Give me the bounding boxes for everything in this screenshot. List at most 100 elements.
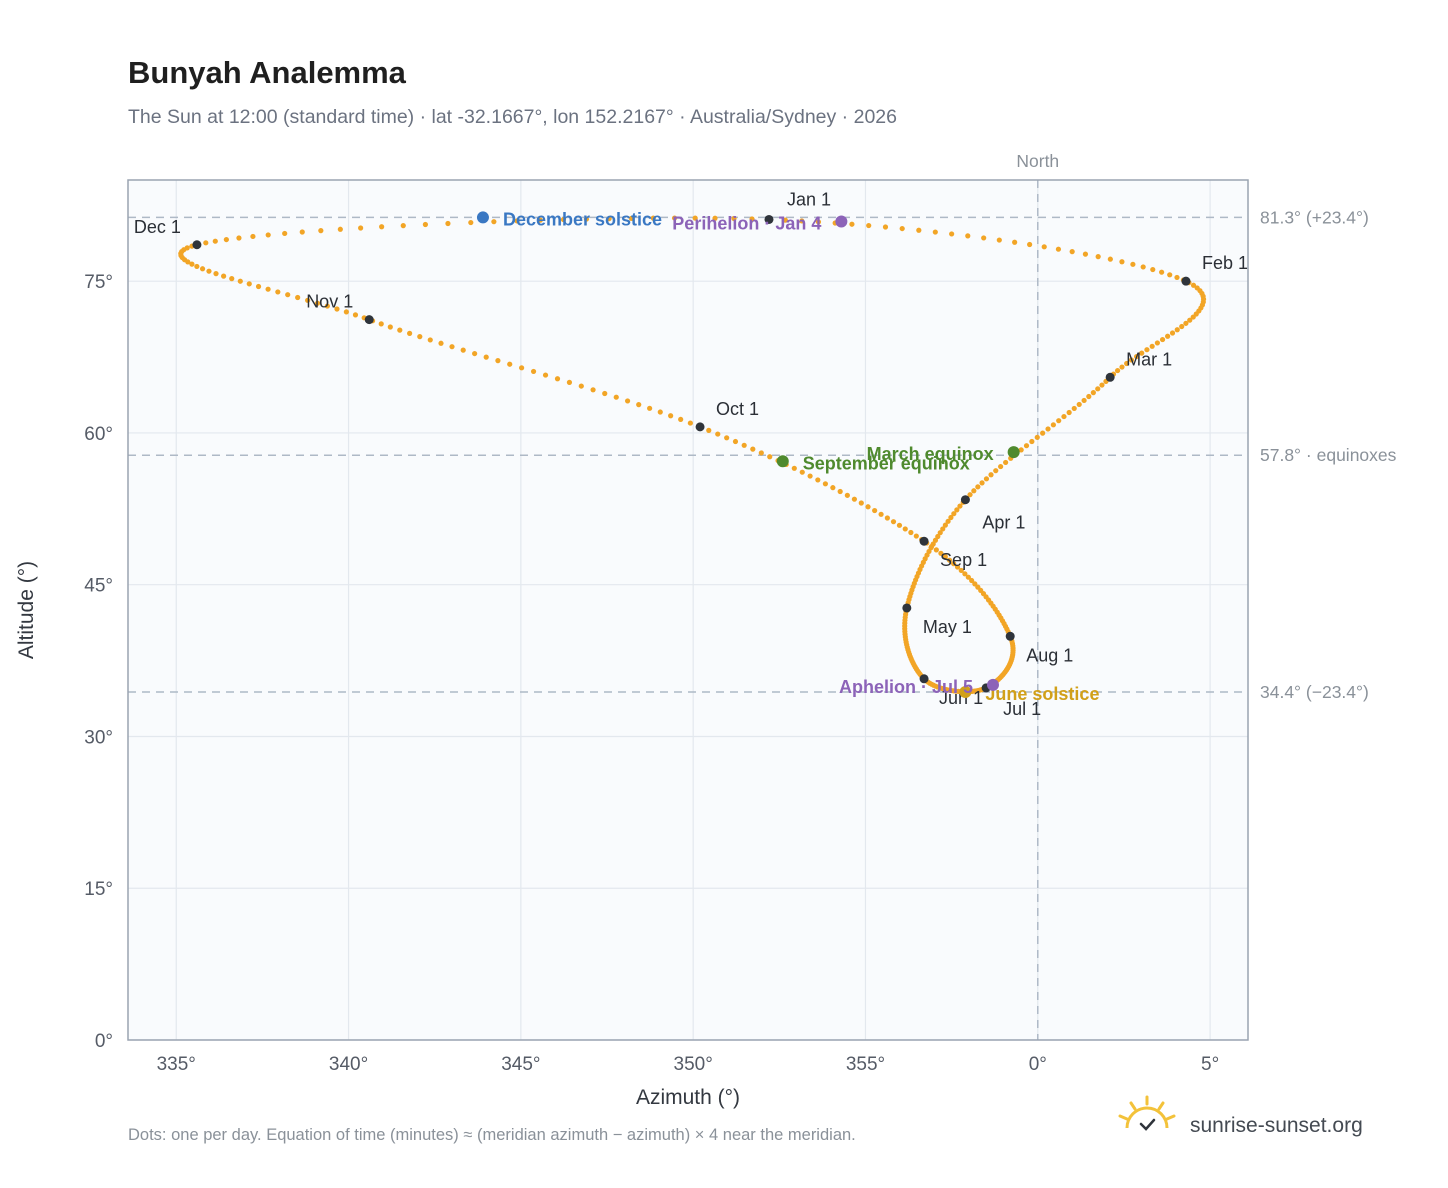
daily-sun-dot [678,416,684,423]
event-label: March equinox [867,444,994,464]
daily-sun-dot [967,492,973,498]
daily-sun-dot [971,488,977,494]
daily-sun-dot [1139,350,1145,356]
daily-sun-dot [647,405,653,411]
daily-sun-dot [1069,249,1075,255]
daily-sun-dot [1027,241,1033,248]
daily-sun-dot [566,379,573,386]
daily-sun-dot [951,511,957,517]
daily-sun-dot [223,236,229,243]
daily-sun-dot [460,347,466,353]
daily-sun-dot [554,376,561,382]
daily-sun-dot [844,492,850,498]
daily-sun-dot [602,390,608,397]
daily-sun-dot [221,273,227,279]
daily-sun-dot [981,235,987,241]
daily-sun-dot [807,473,813,479]
daily-sun-dot [189,261,195,267]
daily-sun-dot [468,219,474,226]
daily-sun-dot [706,427,712,433]
reference-line-label: 34.4° (−23.4°) [1260,682,1369,702]
daily-sun-dot [1081,397,1087,404]
reference-line-label: 57.8° · equinoxes [1260,445,1397,465]
daily-sun-dot [851,496,857,502]
daily-sun-dot [628,215,635,221]
daily-sun-dot [1099,382,1105,388]
daily-sun-dot [932,537,939,543]
daily-sun-dot [954,564,961,570]
axis-ticks: 335° 340° 345° 350° 355° 0° 5° 0° 15° 30° 45° 60° 75… [84,272,1219,1075]
daily-sun-dot [537,217,543,223]
daily-sun-dot [758,450,764,456]
reference-line-label: 81.3° (+23.4°) [1260,207,1369,227]
daily-sun-dot [890,519,897,525]
daily-sun-dot [979,480,985,486]
y-tick-label: 60° [84,424,113,445]
month-label: Aug 1 [1026,645,1073,665]
daily-sun-dot [417,334,423,340]
daily-sun-dot [1095,254,1101,260]
daily-sun-dot [849,221,855,227]
daily-sun-dot [1066,409,1072,416]
y-tick-label: 75° [84,272,113,293]
daily-sun-dot [1018,447,1024,453]
daily-sun-dot [246,281,252,287]
daily-sun-dot [203,240,209,246]
daily-sun-dot [882,224,889,230]
daily-sun-dot [916,227,922,233]
daily-sun-dot [449,344,455,350]
daily-sun-dot [937,530,943,536]
x-tick-label: 5° [1201,1054,1219,1075]
daily-sun-dot [946,557,953,563]
daily-sun-dot [712,215,718,221]
daily-sun-dot [295,294,301,301]
daily-sun-dot [1034,434,1040,440]
daily-sun-dot [988,472,994,478]
month-label: Dec 1 [134,217,181,237]
daily-sun-dot [194,263,200,270]
daily-sun-dot [1128,357,1135,363]
daily-sun-dot [199,266,206,272]
event-marker [959,685,972,698]
event-label: December solstice [503,209,662,229]
month-marker [695,422,705,432]
daily-sun-dot [250,233,256,240]
x-axis-title: Azimuth (°) [636,1086,740,1109]
daily-sun-dot [767,454,773,460]
daily-sun-dot [407,330,413,336]
daily-sun-dot [865,504,871,510]
daily-sun-dot [1040,430,1046,436]
daily-sun-dot [899,225,905,232]
daily-sun-dot [949,231,955,237]
daily-sun-dot [519,365,525,371]
daily-sun-dot [237,278,243,284]
x-tick-label: 345° [501,1054,540,1075]
month-label: Mar 1 [1126,349,1172,369]
daily-sun-dot [671,215,678,221]
plot-frame [127,179,1249,1041]
daily-sun-dot [1119,259,1125,265]
month-marker [1181,276,1191,286]
daily-sun-dot [945,518,951,524]
daily-sun-dot [830,485,836,491]
daily-sun-dot [472,350,478,357]
daily-sun-dot [913,533,919,539]
month-label: Oct 1 [716,399,759,419]
daily-sun-dot [884,515,890,521]
daily-sun-dot [902,526,908,532]
daily-sun-dot [236,235,242,241]
daily-sun-dot [715,431,721,437]
month-marker [902,603,912,613]
sunrise-logo-icon [1118,1095,1176,1131]
daily-sun-dot [791,465,797,471]
daily-sun-dot [692,215,698,221]
daily-sun-dot [1144,347,1150,353]
daily-sun-dot [749,216,755,222]
daily-sun-dot [560,216,567,223]
month-markers: Jan 1 Feb 1 Mar 1 Apr 1 May 1 Jun 1 Jul 1 Aug 1… [134,189,1248,718]
daily-sun-dot [578,383,584,389]
daily-sun-dot [815,219,822,225]
x-tick-label: 340° [329,1054,368,1075]
daily-sun-dot [1187,317,1193,323]
daily-sun-dot [975,584,981,590]
